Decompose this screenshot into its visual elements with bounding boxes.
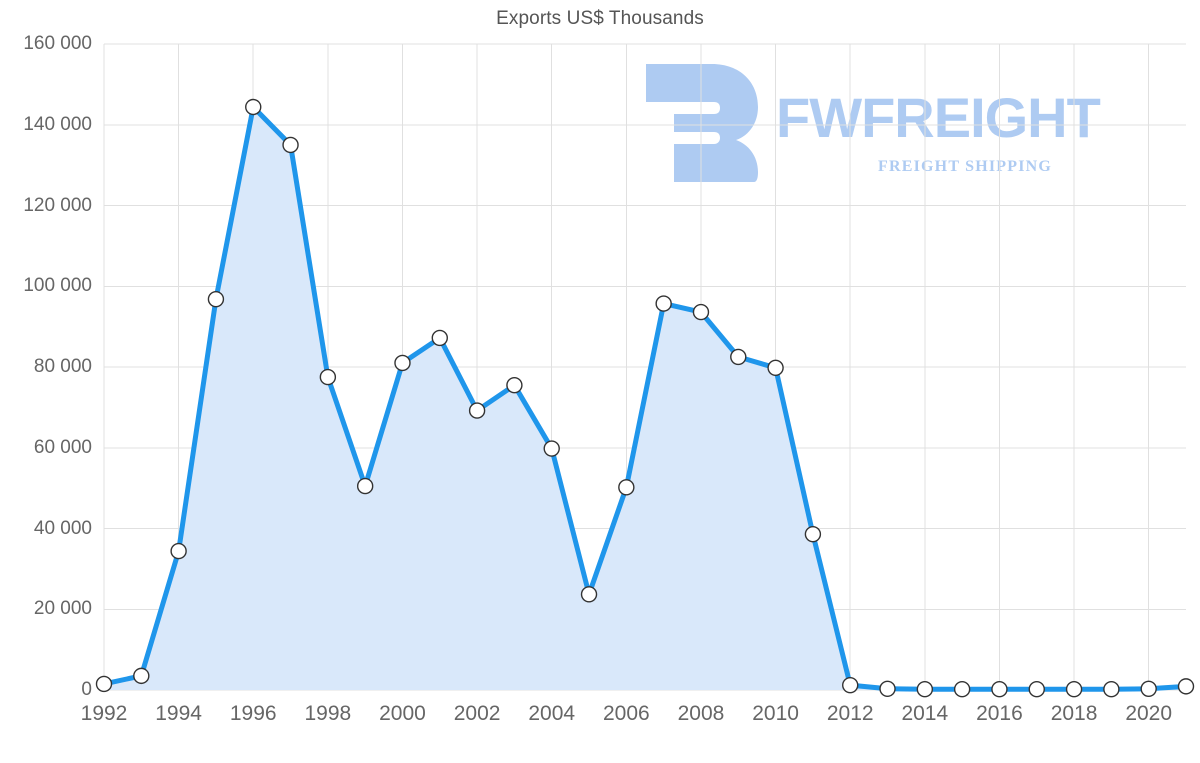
data-point-marker[interactable]	[916, 680, 934, 698]
data-point-marker[interactable]	[804, 525, 822, 543]
data-point-marker[interactable]	[1103, 680, 1120, 698]
x-axis-tick-label: 1994	[155, 702, 202, 725]
x-axis-tick-label: 2006	[602, 702, 650, 725]
y-axis-tick-label: 20 000	[33, 598, 92, 620]
y-axis-tick-label: 60 000	[33, 436, 92, 458]
y-axis-tick-label: 40 000	[33, 517, 92, 539]
x-axis-tick-label: 2016	[976, 702, 1023, 725]
data-point-marker[interactable]	[431, 329, 448, 347]
data-point-marker[interactable]	[394, 354, 411, 372]
data-point-marker[interactable]	[767, 359, 784, 377]
data-point-marker[interactable]	[133, 667, 150, 685]
data-point-markers	[95, 98, 1195, 698]
x-axis-tick-label: 1998	[304, 702, 352, 725]
data-point-marker[interactable]	[356, 477, 374, 495]
y-axis-tick-label: 120 000	[23, 194, 92, 216]
x-axis-tick-label: 1996	[229, 702, 277, 725]
data-point-marker[interactable]	[506, 376, 523, 394]
x-axis-tick-label: 2002	[453, 702, 501, 725]
plot-area	[95, 43, 1195, 698]
data-point-marker[interactable]	[692, 303, 710, 321]
x-axis-tick-label: 2000	[379, 702, 426, 725]
y-axis-tick-label: 100 000	[23, 275, 92, 297]
y-axis-tick-label: 80 000	[33, 356, 92, 377]
data-point-marker[interactable]	[991, 680, 1008, 698]
data-point-marker[interactable]	[842, 676, 859, 694]
data-point-marker[interactable]	[953, 680, 971, 698]
x-axis-tick-label: 2008	[677, 702, 725, 725]
y-axis-tick-label: 140 000	[23, 113, 92, 135]
data-point-marker[interactable]	[468, 402, 486, 419]
data-point-marker[interactable]	[170, 542, 187, 560]
data-point-marker[interactable]	[1140, 680, 1157, 697]
x-axis-tick-label: 1992	[80, 702, 128, 725]
y-axis-tick-label: 160 000	[23, 33, 92, 54]
data-point-marker[interactable]	[580, 586, 598, 603]
x-axis-tick-label: 2012	[826, 702, 874, 725]
data-point-marker[interactable]	[879, 680, 896, 697]
data-point-marker[interactable]	[95, 675, 113, 693]
x-axis-tick-label: 2020	[1125, 702, 1173, 725]
data-point-marker[interactable]	[1028, 680, 1045, 698]
chart-svg	[95, 43, 1195, 698]
x-axis-tick-label: 2014	[901, 702, 949, 725]
data-point-marker[interactable]	[730, 348, 747, 366]
x-axis-tick-label: 2010	[752, 702, 799, 725]
data-point-marker[interactable]	[282, 136, 299, 154]
data-point-marker[interactable]	[207, 290, 225, 308]
data-point-marker[interactable]	[1065, 680, 1083, 698]
y-axis-tick-label: 0	[81, 679, 92, 700]
data-point-marker[interactable]	[1177, 678, 1195, 695]
chart-title: Exports US$ Thousands	[496, 8, 704, 29]
data-point-marker[interactable]	[618, 479, 635, 496]
data-point-marker[interactable]	[655, 295, 672, 312]
data-point-marker[interactable]	[543, 440, 560, 457]
x-axis-tick-label: 2004	[528, 702, 576, 725]
data-point-marker[interactable]	[245, 98, 262, 116]
x-axis-tick-label: 2018	[1050, 702, 1098, 725]
data-point-marker[interactable]	[319, 368, 337, 386]
